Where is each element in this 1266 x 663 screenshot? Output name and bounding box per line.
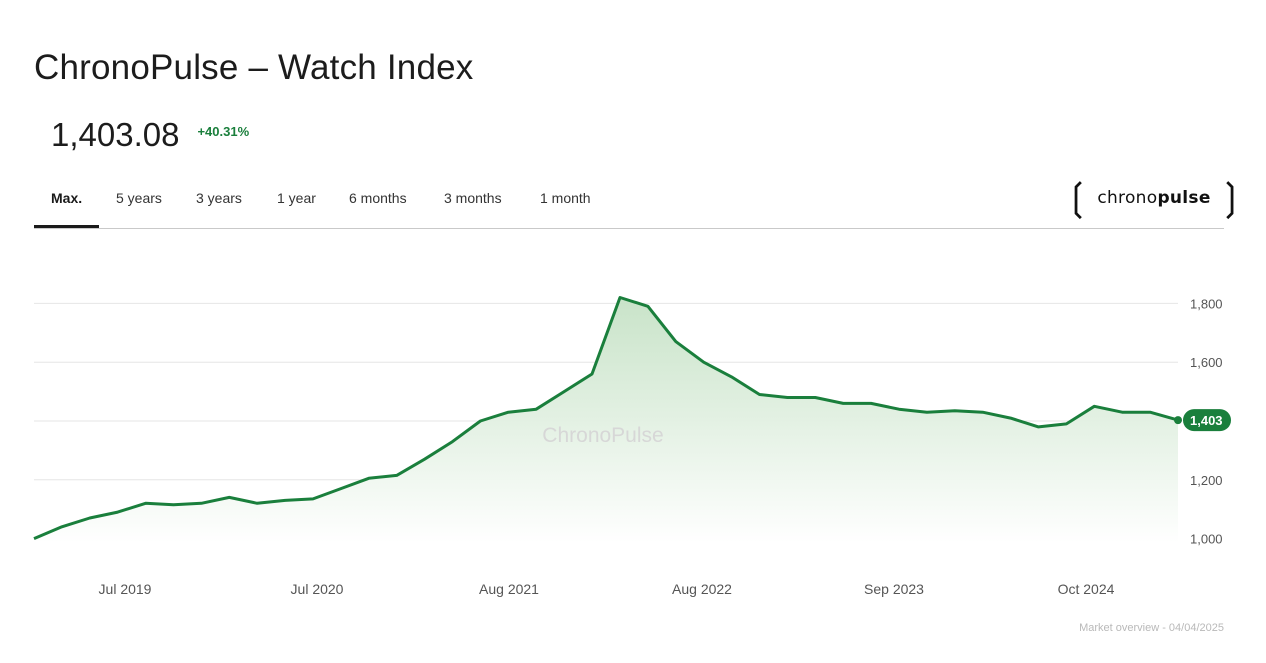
- x-tick-label: Jul 2020: [291, 581, 344, 597]
- tab-1-month[interactable]: 1 month: [540, 190, 591, 206]
- tab-6-months[interactable]: 6 months: [349, 190, 407, 206]
- x-tick-label: Aug 2022: [672, 581, 732, 597]
- footer-note: Market overview - 04/04/2025: [1079, 622, 1224, 634]
- tab-5-years[interactable]: 5 years: [116, 190, 162, 206]
- tab-3-years[interactable]: 3 years: [196, 190, 242, 206]
- x-tick-label: Aug 2021: [479, 581, 539, 597]
- chart-watermark: ChronoPulse: [542, 424, 663, 447]
- brand-logo: ❲ chronopulse ❳: [1061, 179, 1246, 217]
- last-value-label: 1,403: [1190, 413, 1223, 428]
- x-tick-label: Jul 2019: [99, 581, 152, 597]
- range-tabs: Max. 5 years 3 years 1 year 6 months 3 m…: [33, 178, 1224, 229]
- bracket-logo-icon: ❲: [1061, 177, 1094, 219]
- last-value-badge: [1183, 409, 1231, 432]
- y-tick-label: 1,800: [1190, 296, 1223, 311]
- series-line: [33, 296, 1179, 540]
- y-tick-label: 1,600: [1190, 355, 1223, 370]
- y-tick-label: 1,200: [1190, 473, 1223, 488]
- x-tick-label: Oct 2024: [1058, 581, 1115, 597]
- current-price: 1,403.08: [51, 116, 180, 153]
- price-change-badge: +40.31%: [197, 124, 250, 139]
- brand-wordmark: chronopulse: [1097, 188, 1211, 208]
- tab-max[interactable]: Max.: [33, 178, 100, 228]
- bracket-logo-icon-right: ❳: [1214, 177, 1247, 219]
- area-fill: [34, 297, 1178, 543]
- last-point-marker: [1174, 416, 1182, 425]
- y-tick-label: 1,000: [1190, 532, 1223, 547]
- page-title: ChronoPulse – Watch Index: [34, 48, 474, 87]
- price-summary: 1,403.08 +40.31%: [51, 116, 249, 154]
- tab-1-year[interactable]: 1 year: [277, 190, 316, 206]
- tab-3-months[interactable]: 3 months: [444, 190, 502, 206]
- x-tick-label: Sep 2023: [864, 581, 924, 597]
